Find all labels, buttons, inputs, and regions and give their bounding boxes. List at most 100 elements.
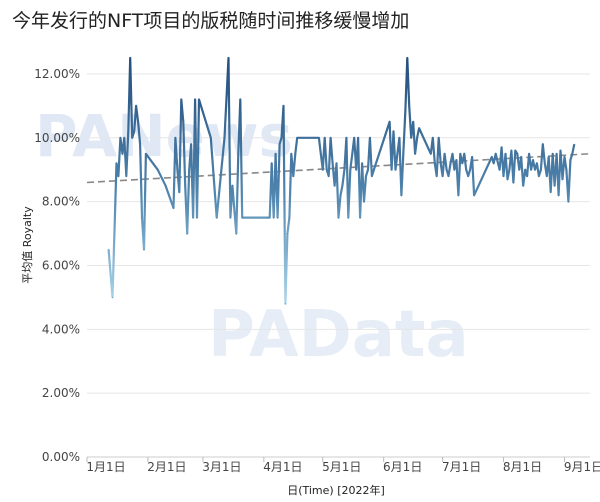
data-point xyxy=(273,217,275,219)
data-point xyxy=(506,178,509,180)
data-point xyxy=(145,153,147,155)
data-point xyxy=(534,169,536,171)
data-point xyxy=(418,127,420,129)
data-point xyxy=(357,137,359,139)
data-point xyxy=(444,153,446,155)
data-point xyxy=(447,175,450,177)
data-point xyxy=(461,162,463,164)
data-point xyxy=(536,162,538,164)
data-point xyxy=(117,175,120,177)
data-point xyxy=(194,98,196,101)
data-point xyxy=(432,137,434,139)
data-point xyxy=(434,162,436,164)
data-point xyxy=(290,153,292,155)
data-point xyxy=(542,143,544,145)
data-point xyxy=(125,175,127,177)
data-point xyxy=(192,217,194,219)
data-point xyxy=(499,169,501,171)
data-point xyxy=(235,232,237,235)
data-point xyxy=(451,153,454,155)
data-point xyxy=(526,175,528,177)
data-point xyxy=(178,191,180,193)
data-point xyxy=(335,162,338,164)
x-tick-label: 5月1日 xyxy=(322,460,361,474)
x-axis-label: 日(Time) [2022年] xyxy=(287,483,385,497)
data-point xyxy=(188,169,190,171)
data-point xyxy=(330,137,332,139)
data-point xyxy=(322,169,324,171)
data-point xyxy=(442,175,444,177)
data-point xyxy=(524,169,526,171)
x-tick-label: 1月1日 xyxy=(86,460,125,474)
data-point xyxy=(180,98,182,101)
data-point xyxy=(343,169,345,171)
data-point xyxy=(115,162,118,164)
data-point xyxy=(355,169,357,171)
data-point xyxy=(569,159,571,161)
data-point xyxy=(445,169,448,171)
data-point xyxy=(546,175,548,177)
data-point xyxy=(157,169,159,171)
data-point xyxy=(276,217,279,219)
y-tick-label: 8.00% xyxy=(42,195,80,209)
data-point xyxy=(371,175,373,177)
x-tick-label: 9月1日 xyxy=(564,460,600,474)
data-point xyxy=(227,57,230,59)
data-point xyxy=(332,162,334,164)
data-point xyxy=(459,153,461,155)
data-point xyxy=(318,137,320,139)
data-point xyxy=(135,105,137,107)
data-point xyxy=(573,143,575,145)
data-point xyxy=(398,137,401,139)
data-point xyxy=(400,194,402,196)
y-tick-label: 2.00% xyxy=(42,386,80,400)
data-point xyxy=(296,137,298,139)
data-point xyxy=(520,156,522,158)
watermark-panews: PANews xyxy=(35,102,293,170)
data-point xyxy=(438,137,440,139)
data-point xyxy=(563,156,566,158)
watermark-layer: PANews PAData xyxy=(35,102,469,372)
data-point xyxy=(571,153,573,155)
x-tick-label: 3月1日 xyxy=(202,460,241,474)
data-point xyxy=(239,98,241,101)
y-tick-label: 6.00% xyxy=(42,258,80,272)
watermark-padata: PAData xyxy=(208,298,469,372)
data-point xyxy=(457,194,459,196)
x-tick-label: 4月1日 xyxy=(263,460,302,474)
data-point xyxy=(347,217,349,219)
data-point xyxy=(131,137,133,139)
data-point xyxy=(229,217,232,219)
data-point xyxy=(292,175,294,177)
data-point xyxy=(559,149,562,152)
data-point xyxy=(353,137,355,139)
data-point xyxy=(320,153,322,155)
data-point xyxy=(469,169,471,171)
data-point xyxy=(512,181,514,184)
data-point xyxy=(143,248,145,251)
data-point xyxy=(567,201,569,203)
data-point xyxy=(465,169,467,171)
data-point xyxy=(500,146,503,148)
data-point xyxy=(412,121,414,123)
data-point xyxy=(540,169,542,171)
data-point xyxy=(528,153,530,155)
data-point xyxy=(184,185,186,187)
data-point xyxy=(288,217,290,219)
x-tick-label: 7月1日 xyxy=(442,460,481,474)
data-point xyxy=(502,175,505,177)
data-point xyxy=(269,217,271,219)
data-point xyxy=(284,303,287,305)
data-point xyxy=(182,121,184,123)
data-point xyxy=(282,105,285,107)
data-point xyxy=(216,217,218,219)
y-axis-label: 平均值 Royalty xyxy=(21,206,34,284)
data-point xyxy=(392,130,395,133)
data-point xyxy=(127,130,129,133)
data-point xyxy=(341,185,344,187)
data-point xyxy=(406,57,408,59)
data-point xyxy=(361,162,363,164)
data-point xyxy=(141,217,143,219)
data-point xyxy=(164,185,167,187)
data-point xyxy=(119,137,122,139)
